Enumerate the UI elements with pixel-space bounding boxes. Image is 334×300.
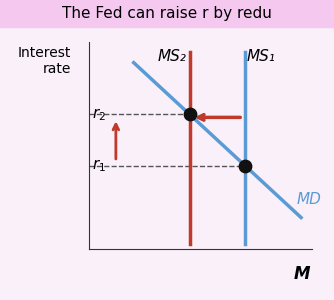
Text: $r_1$: $r_1$ [93, 158, 107, 174]
Text: MD: MD [297, 192, 322, 207]
Point [242, 164, 248, 168]
Y-axis label: Interest
rate: Interest rate [18, 46, 71, 76]
Text: $r_2$: $r_2$ [93, 106, 106, 123]
Text: MS₁: MS₁ [246, 49, 275, 64]
Point [187, 112, 192, 117]
Text: M: M [294, 265, 310, 283]
Text: The Fed can raise r by redu: The Fed can raise r by redu [62, 6, 272, 21]
Text: MS₂: MS₂ [157, 49, 186, 64]
